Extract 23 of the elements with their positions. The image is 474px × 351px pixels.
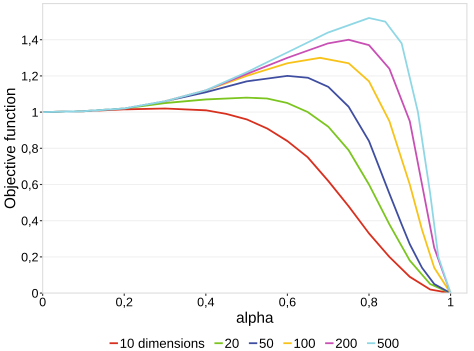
y-tick-label: 1 [32, 108, 38, 117]
legend-label: 50 [260, 338, 274, 348]
y-tick-label: 0,4 [22, 216, 38, 227]
y-tick-label: 0,6 [22, 180, 38, 191]
y-tick-label: 0 [32, 288, 38, 298]
legend-label: 20 [225, 338, 239, 348]
x-tick-label: 1 [448, 298, 454, 306]
y-axis-title: Objective function [4, 88, 18, 208]
x-tick-label: 0,6 [279, 298, 296, 308]
x-axis-title: alpha [236, 312, 274, 326]
x-tick-label: 0,4 [198, 298, 214, 308]
y-tick-label: 0,2 [22, 252, 38, 264]
y-tick-label: 1,4 [22, 36, 38, 46]
x-tick-label: 0 [40, 298, 46, 306]
legend-label: 500 [378, 338, 399, 348]
y-tick-label: 0,8 [22, 144, 38, 154]
legend-label: 200 [336, 338, 357, 348]
x-tick-label: 0,2 [116, 298, 132, 308]
line-series [42, 17, 452, 294]
x-tick-label: 0,8 [360, 298, 378, 308]
legend-label: 100 [294, 338, 315, 348]
y-tick-label: 1,2 [22, 72, 38, 82]
legend-label: 10 dimensions [120, 338, 204, 348]
